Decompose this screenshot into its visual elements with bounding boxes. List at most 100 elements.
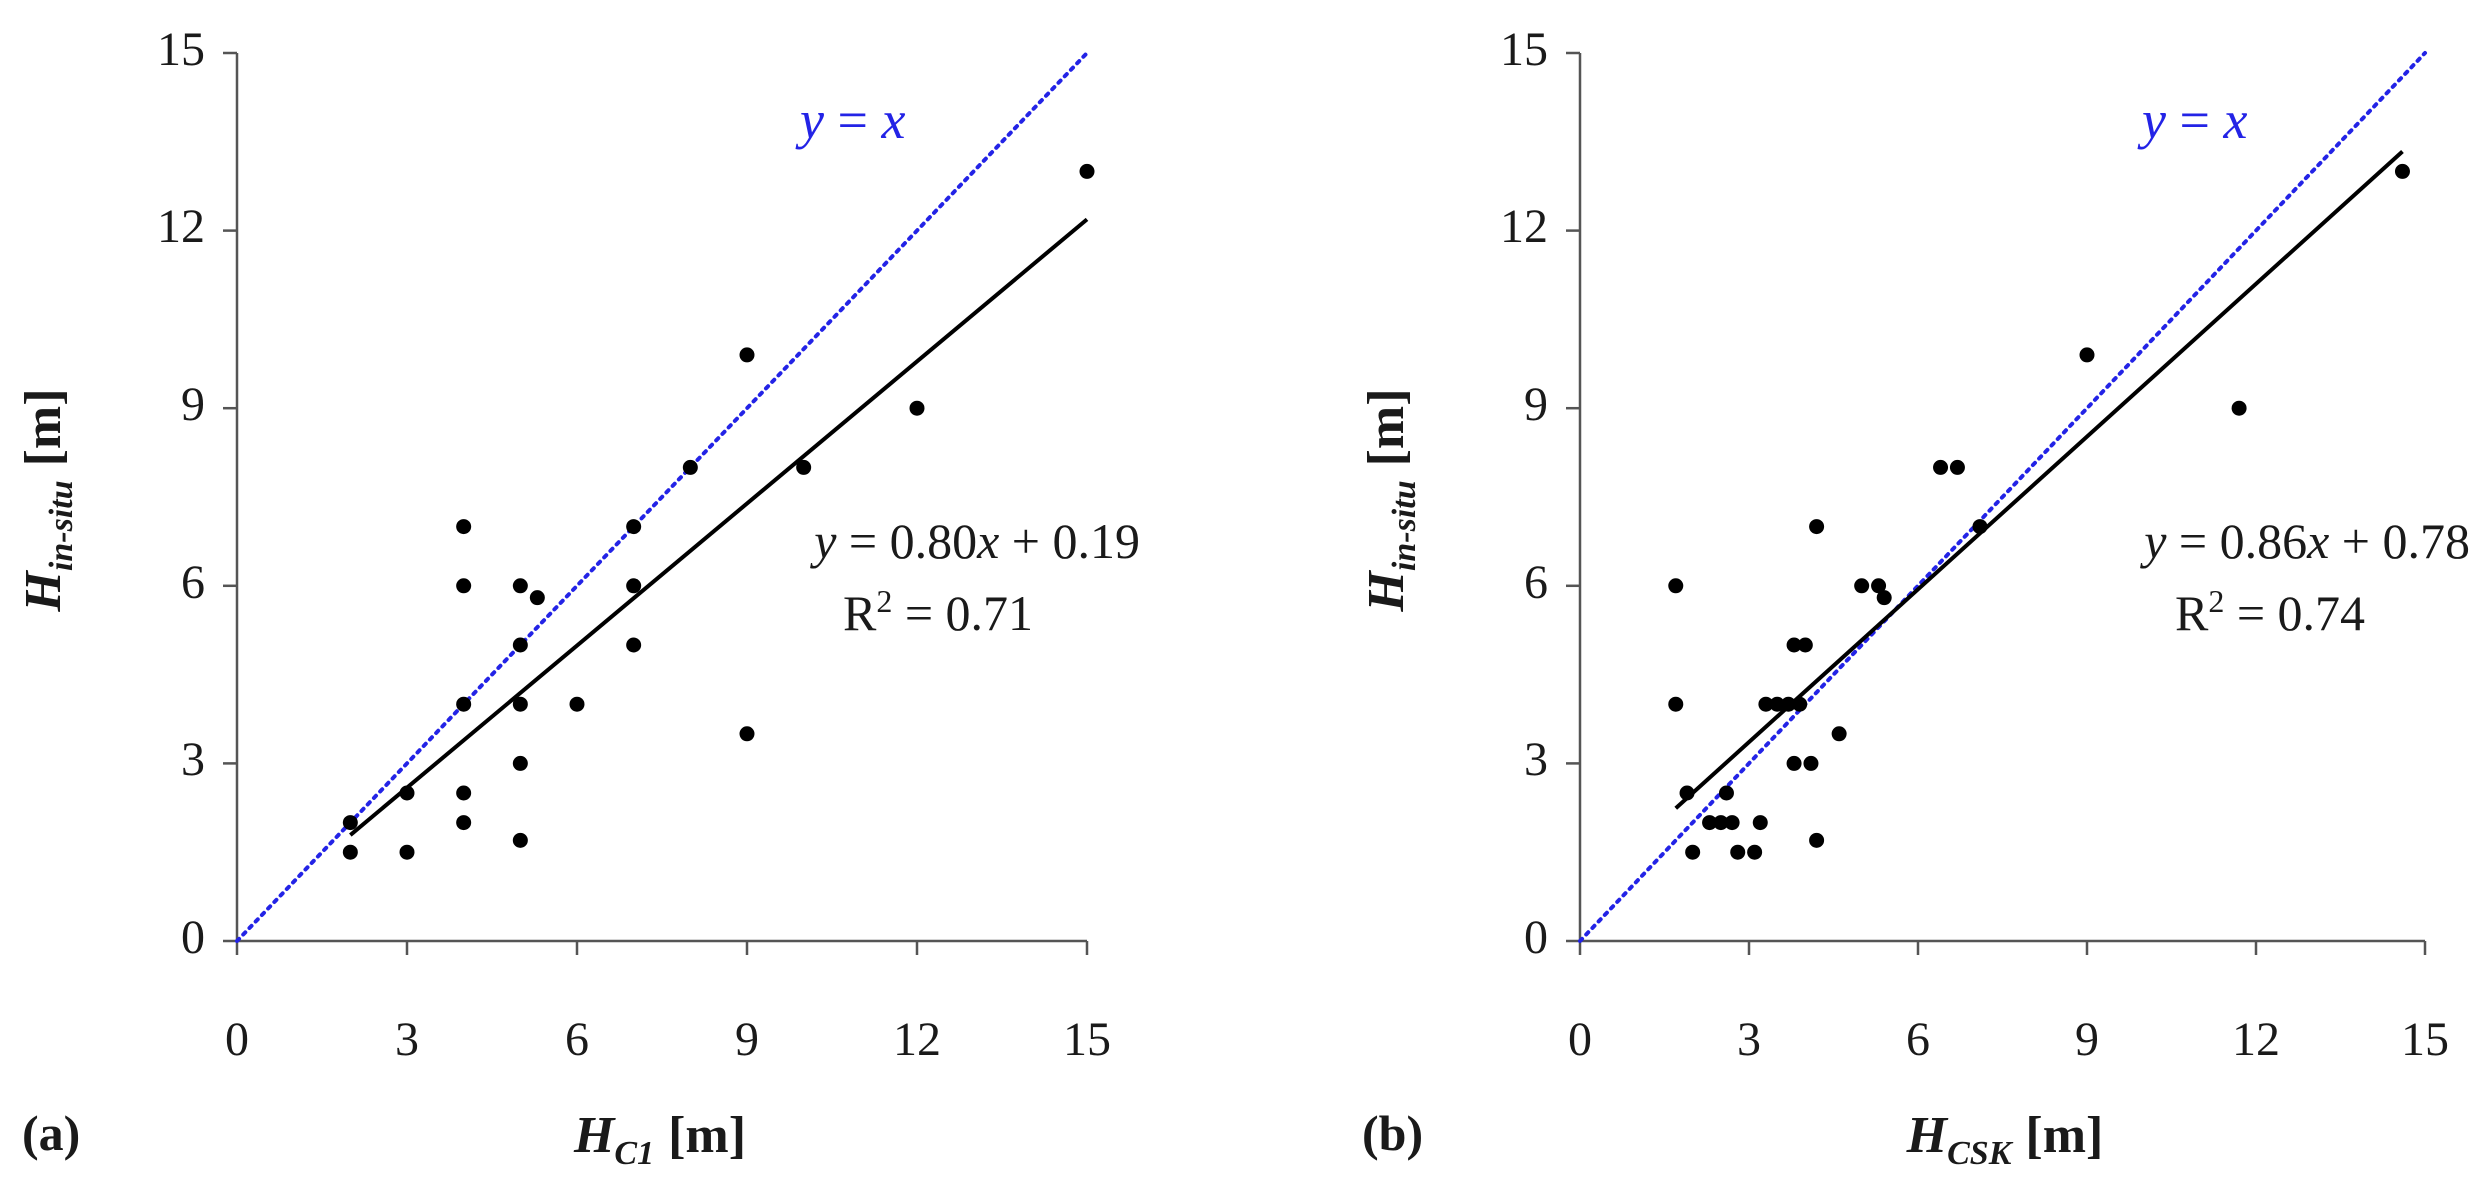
data-point — [1972, 519, 1988, 535]
data-point — [1668, 578, 1684, 594]
data-point — [1786, 637, 1802, 653]
x-tick-label: 0 — [225, 1013, 249, 1066]
data-point — [1786, 755, 1802, 771]
data-point — [2079, 347, 2095, 363]
chart-panel-a: 0 3 6 9 12 15 0 3 6 9 12 15 HC1 [m] Hin-s… — [15, 23, 1140, 1172]
data-point — [1871, 578, 1887, 594]
data-point — [796, 459, 812, 475]
y-tick-label: 3 — [1524, 733, 1548, 786]
x-tick-label: 12 — [2232, 1013, 2280, 1066]
data-point — [1668, 696, 1684, 712]
y-axis-title: Hin-situ[m] — [1358, 388, 1423, 612]
fit-equation: y = 0.86x + 0.78 — [2139, 513, 2470, 569]
data-point — [1679, 785, 1695, 801]
data-point — [456, 578, 472, 594]
data-point — [1876, 590, 1892, 606]
data-point — [456, 785, 472, 801]
data-point — [2231, 400, 2247, 416]
plot-area-a — [223, 51, 1095, 955]
data-point — [1809, 832, 1825, 848]
data-point — [1713, 815, 1729, 831]
data-point — [682, 459, 698, 475]
data-point — [456, 815, 472, 831]
panel-label: (a) — [22, 1105, 80, 1161]
y-tick-label: 6 — [1524, 556, 1548, 609]
data-point — [1933, 459, 1949, 475]
identity-line — [235, 51, 1089, 943]
identity-line-label: y = x — [2137, 90, 2247, 150]
data-point — [1752, 815, 1768, 831]
data-point — [342, 844, 358, 860]
x-tick-label: 15 — [1063, 1013, 1111, 1066]
data-point — [399, 844, 415, 860]
chart-panel-b: 0 3 6 9 12 15 0 3 6 9 12 15 HCSK [m] Hin-… — [1358, 23, 2470, 1172]
data-point — [1702, 815, 1718, 831]
data-point — [1792, 696, 1808, 712]
data-point — [1809, 519, 1825, 535]
plot-area-b — [1566, 51, 2427, 955]
data-point — [2394, 163, 2410, 179]
data-point — [1854, 578, 1870, 594]
data-point — [512, 755, 528, 771]
data-point — [626, 578, 642, 594]
data-point — [456, 696, 472, 712]
data-point — [1758, 696, 1774, 712]
y-tick-label: 0 — [1524, 911, 1548, 964]
data-point — [1949, 459, 1965, 475]
y-tick-label: 9 — [1524, 378, 1548, 431]
data-point — [456, 519, 472, 535]
identity-line — [1578, 51, 2427, 943]
data-point — [1718, 785, 1734, 801]
data-point — [626, 519, 642, 535]
data-point — [909, 400, 925, 416]
x-tick-label: 6 — [565, 1013, 589, 1066]
y-tick-label: 3 — [181, 733, 205, 786]
y-tick-label: 0 — [181, 911, 205, 964]
data-point — [1730, 844, 1746, 860]
x-axis-title: HCSK [m] — [1906, 1107, 2104, 1172]
panel-label: (b) — [1362, 1105, 1423, 1161]
data-point — [1769, 696, 1785, 712]
data-point — [399, 785, 415, 801]
data-point — [739, 726, 755, 742]
data-point — [342, 815, 358, 831]
x-tick-label: 9 — [735, 1013, 759, 1066]
identity-line-label: y = x — [795, 90, 905, 150]
x-tick-label: 15 — [2401, 1013, 2449, 1066]
data-point — [1685, 844, 1701, 860]
regression-line — [349, 217, 1089, 837]
data-point — [512, 832, 528, 848]
x-tick-label: 9 — [2075, 1013, 2099, 1066]
x-tick-label: 3 — [1737, 1013, 1761, 1066]
data-point — [512, 696, 528, 712]
y-tick-label: 15 — [1500, 23, 1548, 76]
data-point — [626, 637, 642, 653]
y-tick-label: 12 — [1500, 200, 1548, 253]
data-point — [529, 590, 545, 606]
r-squared: R2 = 0.74 — [2175, 583, 2365, 641]
x-tick-label: 3 — [395, 1013, 419, 1066]
y-axis-title: Hin-situ[m] — [15, 388, 80, 612]
y-tick-label: 6 — [181, 556, 205, 609]
data-point — [1747, 844, 1763, 860]
data-point — [1079, 163, 1095, 179]
data-point — [1780, 696, 1796, 712]
data-point — [1797, 637, 1813, 653]
x-tick-label: 12 — [893, 1013, 941, 1066]
data-point — [512, 637, 528, 653]
data-point — [1803, 755, 1819, 771]
x-tick-label: 6 — [1906, 1013, 1930, 1066]
y-tick-label: 9 — [181, 378, 205, 431]
x-tick-label: 0 — [1568, 1013, 1592, 1066]
r-squared: R2 = 0.71 — [843, 583, 1033, 641]
data-point — [1724, 815, 1740, 831]
y-tick-label: 15 — [157, 23, 205, 76]
data-point — [512, 578, 528, 594]
data-point — [1831, 726, 1847, 742]
data-point — [739, 347, 755, 363]
fit-equation: y = 0.80x + 0.19 — [809, 513, 1140, 569]
x-axis-title: HC1 [m] — [573, 1107, 746, 1172]
y-tick-label: 12 — [157, 200, 205, 253]
data-point — [569, 696, 585, 712]
